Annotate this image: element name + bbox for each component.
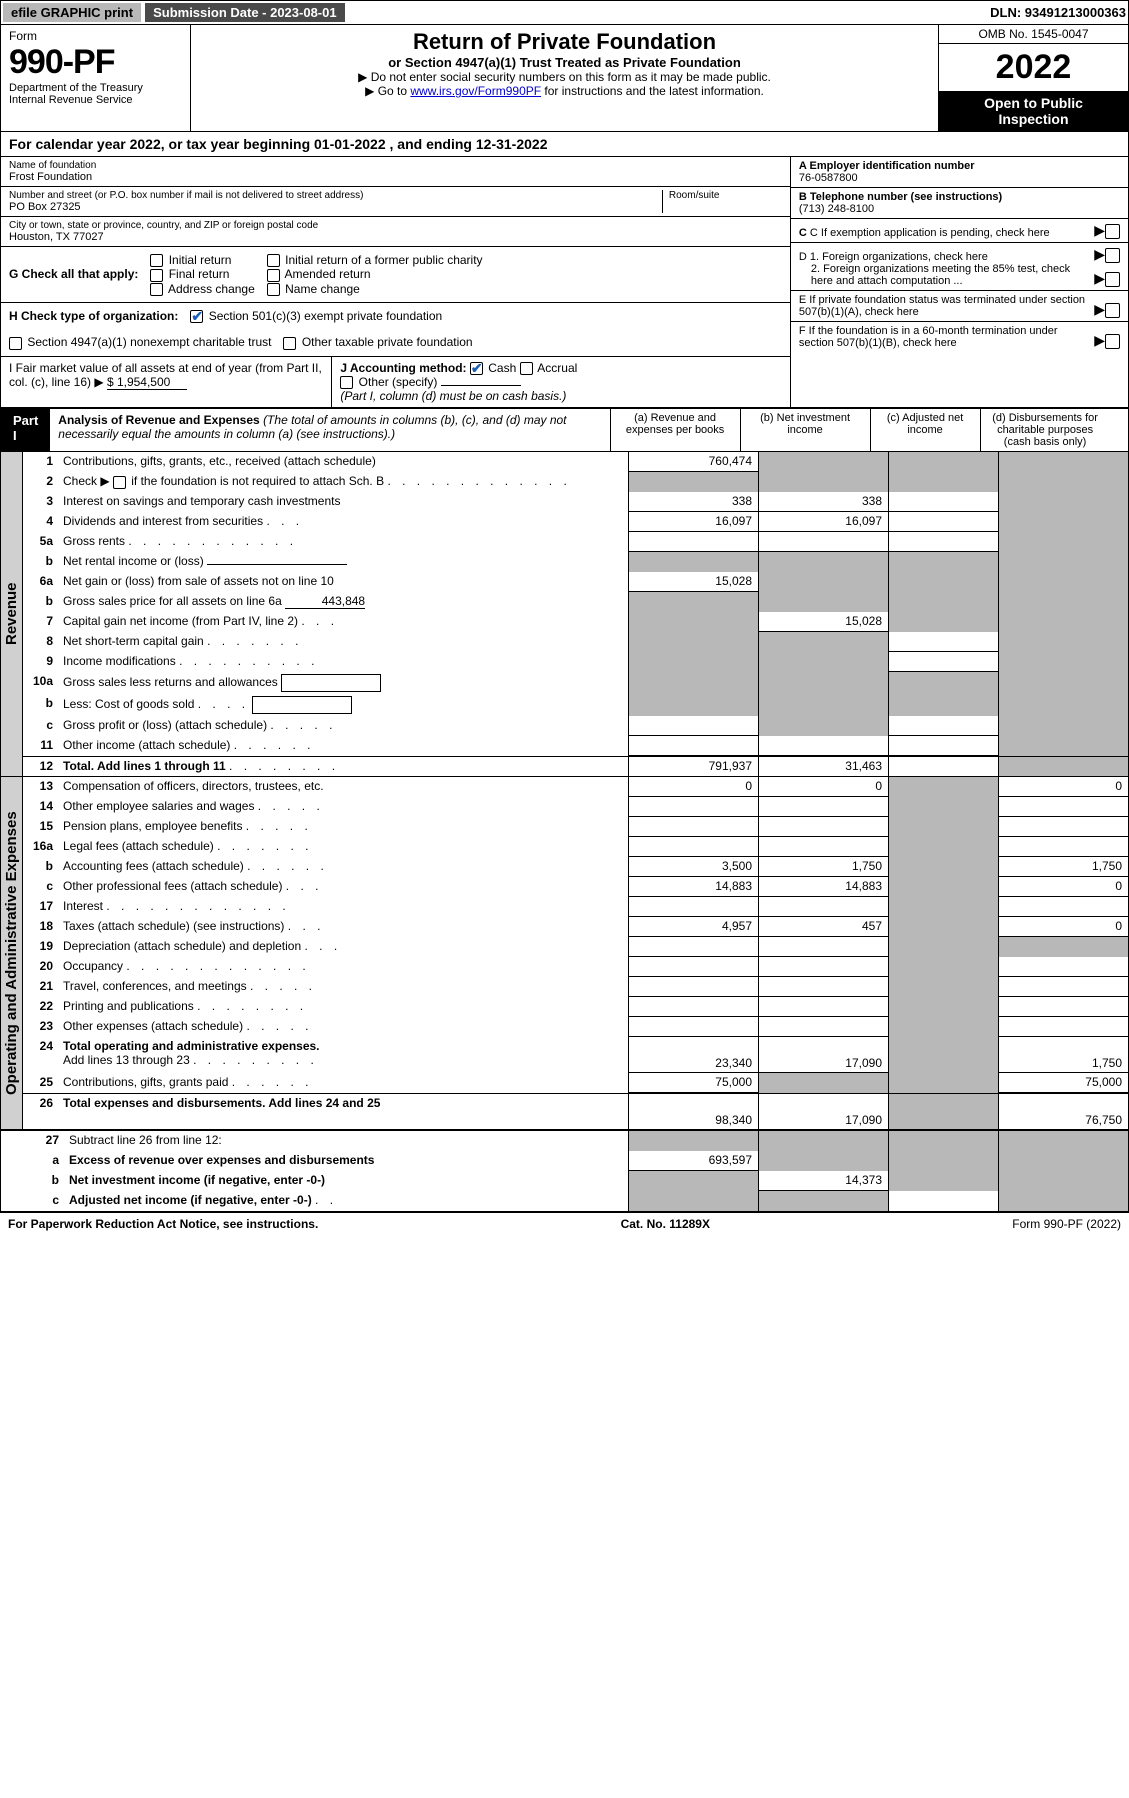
row-2: 2Check ▶ if the foundation is not requir… [23, 472, 1128, 492]
row-16b: bAccounting fees (attach schedule) . . .… [23, 857, 1128, 877]
60month-termination-checkbox[interactable] [1105, 334, 1120, 349]
foundation-name: Frost Foundation [9, 171, 782, 183]
row-14: 14Other employee salaries and wages . . … [23, 797, 1128, 817]
foreign-85-checkbox[interactable] [1105, 272, 1120, 287]
footer-left: For Paperwork Reduction Act Notice, see … [8, 1217, 318, 1231]
calendar-year-row: For calendar year 2022, or tax year begi… [0, 132, 1129, 157]
phone-label: B Telephone number (see instructions) [799, 191, 1002, 203]
row-16a: 16aLegal fees (attach schedule) . . . . … [23, 837, 1128, 857]
expenses-side-label: Operating and Administrative Expenses [0, 777, 22, 1130]
row-24: 24Total operating and administrative exp… [23, 1037, 1128, 1073]
amended-return-checkbox[interactable] [267, 269, 280, 282]
row-6b: bGross sales price for all assets on lin… [23, 592, 1128, 612]
section-h: H Check type of organization: Section 50… [1, 303, 790, 357]
row-21: 21Travel, conferences, and meetings . . … [23, 977, 1128, 997]
row-17: 17Interest . . . . . . . . . . . . . [23, 897, 1128, 917]
row-4: 4Dividends and interest from securities … [23, 512, 1128, 532]
form-subtitle: or Section 4947(a)(1) Trust Treated as P… [199, 55, 930, 70]
city-state-zip: Houston, TX 77027 [9, 231, 782, 243]
row-5a: 5aGross rents . . . . . . . . . . . . [23, 532, 1128, 552]
section-g: G Check all that apply: Initial return F… [1, 247, 790, 303]
initial-return-checkbox[interactable] [150, 254, 163, 267]
exemption-pending-checkbox[interactable] [1105, 224, 1120, 239]
row-12: 12Total. Add lines 1 through 11 . . . . … [23, 756, 1128, 776]
form-note2: ▶ Go to www.irs.gov/Form990PF for instru… [199, 84, 930, 98]
row-23: 23Other expenses (attach schedule) . . .… [23, 1017, 1128, 1037]
row-1: 1Contributions, gifts, grants, etc., rec… [23, 452, 1128, 472]
row-9: 9Income modifications . . . . . . . . . … [23, 652, 1128, 672]
tax-year: 2022 [939, 44, 1128, 91]
row-19: 19Depreciation (attach schedule) and dep… [23, 937, 1128, 957]
row-3: 3Interest on savings and temporary cash … [23, 492, 1128, 512]
row-15: 15Pension plans, employee benefits . . .… [23, 817, 1128, 837]
final-return-checkbox[interactable] [150, 269, 163, 282]
room-label: Room/suite [669, 190, 782, 201]
fmv-value: $ 1,954,500 [107, 375, 187, 390]
row-10c: cGross profit or (loss) (attach schedule… [23, 716, 1128, 736]
omb-number: OMB No. 1545-0047 [939, 25, 1128, 44]
address: PO Box 27325 [9, 201, 662, 213]
dept-line1: Department of the Treasury [9, 82, 182, 94]
row-27: 27Subtract line 26 from line 12: [1, 1131, 1128, 1151]
name-label: Name of foundation [9, 160, 782, 171]
efile-print-button[interactable]: efile GRAPHIC print [3, 3, 141, 22]
status-terminated-checkbox[interactable] [1105, 303, 1120, 318]
row-27a: aExcess of revenue over expenses and dis… [1, 1151, 1128, 1171]
row-10b: bLess: Cost of goods sold . . . . [23, 694, 1128, 716]
row-18: 18Taxes (attach schedule) (see instructi… [23, 917, 1128, 937]
form-number: 990-PF [9, 43, 182, 82]
other-taxable-checkbox[interactable] [283, 337, 296, 350]
row-16c: cOther professional fees (attach schedul… [23, 877, 1128, 897]
accrual-checkbox[interactable] [520, 362, 533, 375]
top-bar: efile GRAPHIC print Submission Date - 20… [0, 0, 1129, 25]
other-method-checkbox[interactable] [340, 376, 353, 389]
form-note1: ▶ Do not enter social security numbers o… [199, 70, 930, 84]
row-22: 22Printing and publications . . . . . . … [23, 997, 1128, 1017]
form-title: Return of Private Foundation [199, 29, 930, 55]
footer-mid: Cat. No. 11289X [621, 1217, 710, 1231]
page-footer: For Paperwork Reduction Act Notice, see … [0, 1212, 1129, 1235]
row-26: 26Total expenses and disbursements. Add … [23, 1093, 1128, 1129]
part1-tag: Part I [1, 409, 50, 451]
col-a-header: (a) Revenue and expenses per books [610, 409, 740, 451]
col-b-header: (b) Net investment income [740, 409, 870, 451]
phone-value: (713) 248-8100 [799, 203, 874, 215]
cash-checkbox[interactable] [470, 362, 483, 375]
addr-label: Number and street (or P.O. box number if… [9, 190, 662, 201]
form990pf-link[interactable]: www.irs.gov/Form990PF [410, 84, 541, 98]
foreign-org-checkbox[interactable] [1105, 248, 1120, 263]
row-13: 13Compensation of officers, directors, t… [23, 777, 1128, 797]
row-25: 25Contributions, gifts, grants paid . . … [23, 1073, 1128, 1093]
former-charity-checkbox[interactable] [267, 254, 280, 267]
sch-b-checkbox[interactable] [113, 476, 126, 489]
info-grid: Name of foundation Frost Foundation Numb… [0, 157, 1129, 408]
row-11: 11Other income (attach schedule) . . . .… [23, 736, 1128, 756]
dept-line2: Internal Revenue Service [9, 94, 182, 106]
4947a1-checkbox[interactable] [9, 337, 22, 350]
row-7: 7Capital gain net income (from Part IV, … [23, 612, 1128, 632]
address-change-checkbox[interactable] [150, 283, 163, 296]
row-6a: 6aNet gain or (loss) from sale of assets… [23, 572, 1128, 592]
ein-label: A Employer identification number [799, 160, 975, 172]
col-d-header: (d) Disbursements for charitable purpose… [980, 409, 1110, 451]
row-5b: bNet rental income or (loss) [23, 552, 1128, 572]
revenue-side-label: Revenue [0, 452, 22, 777]
ein-value: 76-0587800 [799, 172, 858, 184]
city-label: City or town, state or province, country… [9, 220, 782, 231]
501c3-checkbox[interactable] [190, 310, 203, 323]
name-change-checkbox[interactable] [267, 283, 280, 296]
row-8: 8Net short-term capital gain . . . . . .… [23, 632, 1128, 652]
col-c-header: (c) Adjusted net income [870, 409, 980, 451]
part1-header: Part I Analysis of Revenue and Expenses … [0, 408, 1129, 452]
dln-label: DLN: 93491213000363 [990, 5, 1126, 20]
inspection-badge: Open to Public Inspection [939, 91, 1128, 131]
row-10a: 10aGross sales less returns and allowanc… [23, 672, 1128, 694]
row-20: 20Occupancy . . . . . . . . . . . . . [23, 957, 1128, 977]
submission-date: Submission Date - 2023-08-01 [145, 3, 345, 22]
row-27c: cAdjusted net income (if negative, enter… [1, 1191, 1128, 1211]
form-header: Form 990-PF Department of the Treasury I… [0, 25, 1129, 132]
footer-right: Form 990-PF (2022) [1012, 1217, 1121, 1231]
form-label: Form [9, 29, 182, 43]
row-27b: bNet investment income (if negative, ent… [1, 1171, 1128, 1191]
